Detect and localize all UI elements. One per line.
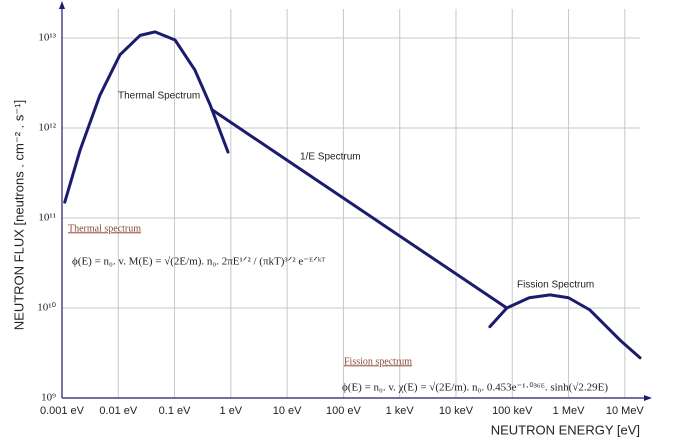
annotation: ϕ(E) = n₀. v. χ(E) = √(2E/m). n₀. 0.453e… [342, 382, 608, 394]
x-tick-label: 100 keV [492, 405, 533, 417]
series-label: Fission Spectrum [517, 280, 594, 291]
x-tick-label: 0.1 eV [159, 405, 191, 417]
y-tick-label: 10¹² [38, 122, 56, 134]
annotation: ϕ(E) = n₀. v. M(E) = √(2E/m). n₀. 2πE¹ᐟ²… [72, 256, 325, 268]
y-tick-label: 10⁹ [41, 392, 56, 404]
series-label: Thermal Spectrum [118, 91, 200, 102]
annotation: Thermal spectrum [68, 223, 141, 234]
x-tick-label: 1 MeV [553, 405, 585, 417]
x-tick-label: 100 eV [326, 405, 362, 417]
series-line [210, 108, 509, 310]
x-tick-label: 1 keV [386, 405, 415, 417]
x-tick-label: 10 MeV [606, 405, 645, 417]
series-line [488, 293, 642, 360]
y-axis-arrow [59, 1, 65, 9]
y-axis-label: NEUTRON FLUX [neutrons . cm⁻² . s⁻¹] [11, 100, 26, 330]
x-tick-label: 0.001 eV [40, 405, 85, 417]
x-axis-label: NEUTRON ENERGY [eV] [491, 422, 640, 437]
y-tick-label: 10¹¹ [38, 212, 56, 224]
annotation: Fission spectrum [344, 356, 412, 367]
x-tick-label: 1 eV [220, 405, 243, 417]
x-tick-label: 10 keV [439, 405, 474, 417]
series-label: 1/E Spectrum [300, 152, 361, 163]
y-tick-label: 10¹⁰ [37, 302, 56, 314]
y-tick-label: 10¹³ [38, 32, 56, 44]
x-axis-arrow [644, 395, 652, 401]
series-line [63, 30, 230, 204]
x-tick-label: 10 eV [273, 405, 302, 417]
x-tick-label: 0.01 eV [99, 405, 138, 417]
